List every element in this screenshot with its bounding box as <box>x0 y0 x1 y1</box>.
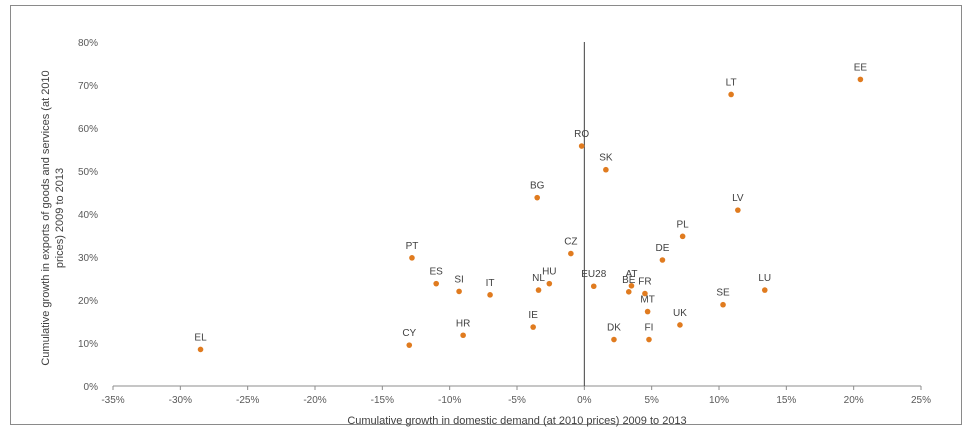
data-point <box>625 289 632 295</box>
x-tick-label: 15% <box>776 395 796 406</box>
data-point-label: BE <box>622 275 636 286</box>
y-tick-label: 80% <box>78 38 98 49</box>
data-point-label: BG <box>530 181 545 192</box>
x-tick-label: 0% <box>577 395 592 406</box>
data-point-label: SI <box>454 274 463 285</box>
data-point-label: IT <box>486 278 495 289</box>
x-tick-label: 10% <box>709 395 729 406</box>
data-point <box>728 91 734 98</box>
data-point-label: CY <box>402 328 416 339</box>
data-point <box>603 166 609 173</box>
data-point <box>679 233 686 240</box>
data-point <box>857 76 864 83</box>
data-point <box>568 250 574 257</box>
data-point-label: FI <box>645 323 654 334</box>
y-tick-label: 10% <box>78 339 98 350</box>
data-point <box>735 207 741 213</box>
data-point-label: FR <box>638 277 651 288</box>
data-point <box>646 336 652 343</box>
data-point <box>406 342 413 348</box>
x-tick-label: -5% <box>508 395 526 406</box>
x-tick-label: -10% <box>438 395 461 406</box>
data-point-label: DE <box>655 243 669 254</box>
y-axis-title-line-2: prices) 2009 to 2013 <box>54 168 66 268</box>
data-point-label: LV <box>732 193 744 204</box>
y-tick-label: 50% <box>78 167 98 178</box>
data-point <box>534 194 540 201</box>
data-point-label: UK <box>673 308 687 319</box>
chart-frame <box>10 5 962 425</box>
x-tick-label: -25% <box>236 395 259 406</box>
x-tick-label: 20% <box>844 395 864 406</box>
data-point-label: LT <box>726 77 737 88</box>
data-point <box>677 322 683 328</box>
data-point-label: SK <box>599 153 613 164</box>
data-point <box>644 308 651 315</box>
data-point <box>578 143 585 149</box>
data-point-label: PT <box>406 241 419 252</box>
data-point <box>456 288 462 295</box>
x-tick-label: 5% <box>644 395 659 406</box>
data-point <box>546 280 553 287</box>
data-point-label: CZ <box>564 237 577 248</box>
y-axis-title-line-1: Cumulative growth in exports of goods an… <box>40 70 52 365</box>
data-point <box>720 301 726 308</box>
data-point-label: EU28 <box>581 269 606 280</box>
data-point <box>409 255 415 261</box>
data-point-label: NL <box>532 273 545 284</box>
data-point-label: SE <box>716 288 730 299</box>
y-tick-label: 40% <box>78 210 98 221</box>
data-point-label: DK <box>607 323 621 334</box>
x-axis-title: Cumulative growth in domestic demand (at… <box>347 415 686 427</box>
data-point-label: HU <box>542 267 556 278</box>
x-tick-label: -15% <box>371 395 394 406</box>
data-point-label: HR <box>456 318 470 329</box>
data-point <box>530 324 536 330</box>
y-tick-label: 70% <box>78 81 98 92</box>
data-point <box>197 346 204 353</box>
data-point <box>611 336 617 343</box>
data-point <box>628 283 635 289</box>
axes <box>112 42 922 390</box>
data-point-label: PL <box>677 219 690 230</box>
data-point <box>590 283 597 290</box>
x-tick-label: 25% <box>911 395 931 406</box>
x-tick-label: -30% <box>169 395 192 406</box>
data-point <box>761 287 768 293</box>
data-point <box>642 290 648 297</box>
data-point-label: ES <box>430 267 444 278</box>
data-point <box>433 280 440 287</box>
y-tick-label: 0% <box>84 382 99 393</box>
data-point-label: EL <box>194 332 207 343</box>
data-point-label: LU <box>758 273 771 284</box>
tick-labels: -35% -30% -25% -20% -15% -10% -5% 0% 5% 10% 15% 20%… <box>78 38 931 406</box>
y-tick-label: 60% <box>78 124 98 135</box>
data-point <box>659 257 666 263</box>
x-tick-label: -20% <box>303 395 326 406</box>
data-point <box>460 332 466 339</box>
data-point-label: AT <box>625 269 637 280</box>
data-point <box>487 292 493 298</box>
data-point-label: IE <box>528 310 538 321</box>
data-point-label: MT <box>640 295 654 306</box>
data-point-label: RO <box>574 129 589 140</box>
y-tick-label: 20% <box>78 296 98 307</box>
x-tick-label: -35% <box>101 395 124 406</box>
data-point <box>535 287 542 293</box>
y-tick-label: 30% <box>78 253 98 264</box>
data-point-label: EE <box>854 62 868 73</box>
